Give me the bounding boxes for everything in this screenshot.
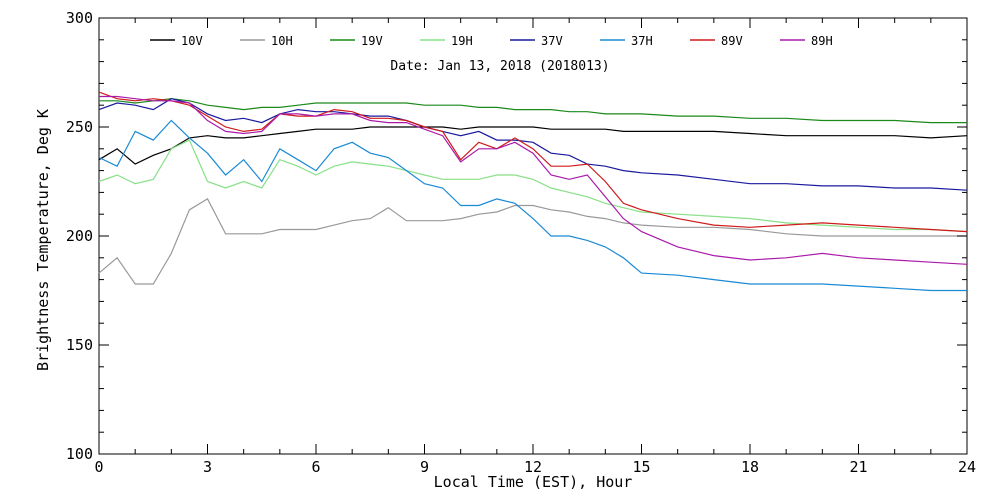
series-line-89v <box>98 91 968 233</box>
x-tick-label: 15 <box>632 458 650 476</box>
legend-label-37v: 37V <box>541 34 563 48</box>
y-tick-label: 200 <box>66 227 93 245</box>
legend-label-89v: 89V <box>721 34 743 48</box>
x-tick-label: 6 <box>311 458 320 476</box>
series-line-89h <box>99 95 968 265</box>
series-layer <box>98 91 968 292</box>
series-line-37v <box>98 98 968 191</box>
legend-label-89h: 89H <box>811 34 833 48</box>
y-tick-label: 100 <box>66 445 93 463</box>
legend-label-10h: 10H <box>271 34 293 48</box>
series-line-19v <box>99 98 967 124</box>
legend-label-19h: 19H <box>451 34 473 48</box>
legend-label-37h: 37H <box>631 34 653 48</box>
legend: 10V 10H 19V 19H 37V 37H 89V 89H <box>150 34 833 48</box>
x-tick-label: 9 <box>420 458 429 476</box>
x-tick-label: 18 <box>741 458 759 476</box>
series-line-37h <box>98 119 967 292</box>
series-line-19h <box>98 139 968 233</box>
y-tick-label: 250 <box>66 118 93 136</box>
x-tick-label: 24 <box>958 458 976 476</box>
legend-label-10v: 10V <box>181 34 203 48</box>
series-line-10h <box>98 198 967 285</box>
y-tick-label: 300 <box>66 9 93 27</box>
x-tick-label: 21 <box>849 458 867 476</box>
x-tick-label: 3 <box>203 458 212 476</box>
tick-layer: 0 3 6 9 12 15 18 21 24 100 150 200 250 300 <box>66 9 976 476</box>
y-tick-label: 150 <box>66 336 93 354</box>
x-tick-label: 0 <box>94 458 103 476</box>
x-tick-label: 12 <box>524 458 542 476</box>
y-axis-label: Brightness Temperature, Deg K <box>34 109 52 371</box>
legend-label-19v: 19V <box>361 34 383 48</box>
chart-title: Date: Jan 13, 2018 (2018013) <box>390 59 609 74</box>
series-line-10v <box>98 126 968 165</box>
x-axis-label: Local Time (EST), Hour <box>434 473 633 491</box>
